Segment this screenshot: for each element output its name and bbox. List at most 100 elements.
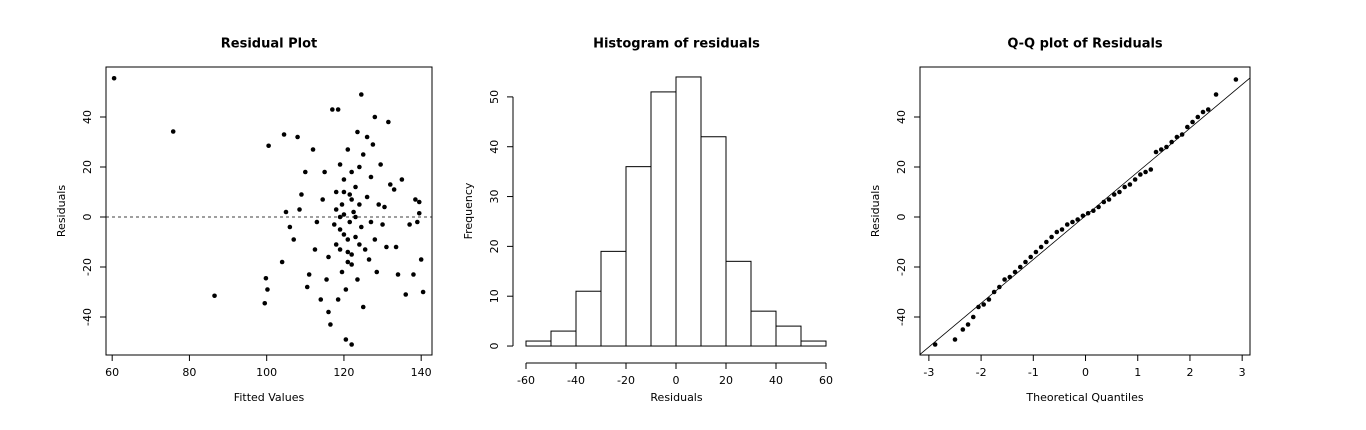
histogram-bar	[600, 250, 627, 347]
point	[1080, 213, 1086, 219]
x-tick-label: 20	[719, 374, 733, 387]
point	[1179, 132, 1185, 137]
point	[1101, 199, 1107, 205]
y-tick-label: -20	[81, 258, 94, 276]
point	[333, 242, 339, 247]
point	[372, 237, 378, 242]
point	[1096, 204, 1101, 210]
x-axis-label: Fitted Values	[234, 391, 305, 404]
point	[312, 247, 318, 252]
point	[1070, 219, 1075, 225]
plot-area	[920, 77, 1250, 355]
point	[932, 342, 938, 347]
point	[1033, 249, 1039, 255]
point	[403, 292, 409, 297]
point	[326, 309, 331, 315]
point	[337, 227, 343, 232]
y-tick-label: 30	[488, 190, 501, 204]
plot-frame	[919, 66, 1251, 356]
chart-title: Q-Q plot of Residuals	[1007, 37, 1163, 52]
plot-area	[525, 76, 827, 347]
x-axis-label: Residuals	[650, 391, 702, 404]
point	[170, 129, 176, 134]
point	[420, 289, 426, 295]
point	[416, 199, 422, 205]
point	[1023, 259, 1028, 265]
y-tick-label: 40	[81, 110, 94, 124]
point	[295, 134, 300, 140]
point	[1122, 184, 1127, 190]
point	[349, 169, 354, 175]
point	[1059, 227, 1065, 232]
point	[976, 304, 981, 310]
point	[1153, 149, 1159, 155]
point	[324, 277, 329, 282]
point	[1164, 144, 1169, 150]
x-tick-label: 80	[182, 366, 196, 379]
point	[349, 342, 354, 347]
x-tick-label: 1	[1134, 366, 1141, 379]
point	[370, 142, 376, 147]
point	[391, 187, 397, 192]
point	[387, 182, 393, 187]
point	[1132, 177, 1138, 182]
point	[263, 275, 269, 281]
y-tick-label: -20	[895, 258, 908, 276]
x-tick-label: 120	[333, 366, 354, 379]
x-tick-label: 0	[673, 374, 680, 387]
point	[360, 152, 366, 157]
y-tick-label: 10	[488, 289, 501, 303]
histogram-bar	[650, 91, 677, 347]
point	[353, 214, 358, 220]
histogram-bar	[575, 290, 602, 347]
x-tick-label: -20	[617, 374, 635, 387]
point	[1205, 107, 1211, 112]
point	[339, 202, 345, 207]
point	[407, 222, 412, 227]
point	[349, 252, 354, 257]
y-tick-label: 20	[488, 239, 501, 253]
point	[384, 244, 389, 250]
point	[368, 219, 374, 225]
point	[1200, 109, 1206, 115]
point	[1044, 239, 1049, 245]
point	[1085, 210, 1091, 216]
point	[351, 209, 356, 215]
point	[320, 197, 325, 202]
point	[418, 257, 424, 262]
point	[415, 219, 420, 225]
point	[341, 189, 347, 195]
point	[386, 119, 391, 125]
point	[1190, 119, 1195, 125]
histogram-bar	[800, 340, 827, 347]
point	[265, 287, 270, 292]
point	[1185, 124, 1190, 130]
point	[333, 189, 339, 195]
point	[337, 247, 343, 252]
point	[960, 327, 966, 332]
point	[1111, 192, 1117, 197]
point	[359, 92, 364, 97]
x-tick-label: 60	[105, 366, 119, 379]
point	[318, 297, 324, 302]
point	[376, 202, 381, 207]
point	[357, 242, 362, 247]
point	[393, 244, 399, 250]
point	[1007, 274, 1013, 280]
point	[1106, 197, 1112, 202]
x-tick-label: -3	[923, 366, 934, 379]
point	[111, 75, 117, 81]
point	[262, 300, 268, 306]
point	[1028, 254, 1033, 260]
x-axis-label: Theoretical Quantiles	[1025, 391, 1143, 404]
point	[364, 134, 370, 140]
histogram-bar	[550, 330, 577, 347]
point	[413, 197, 418, 202]
point	[981, 302, 987, 307]
point	[1174, 134, 1180, 140]
point	[1064, 222, 1070, 227]
point	[357, 202, 362, 207]
point	[331, 222, 337, 227]
point	[1038, 244, 1044, 250]
